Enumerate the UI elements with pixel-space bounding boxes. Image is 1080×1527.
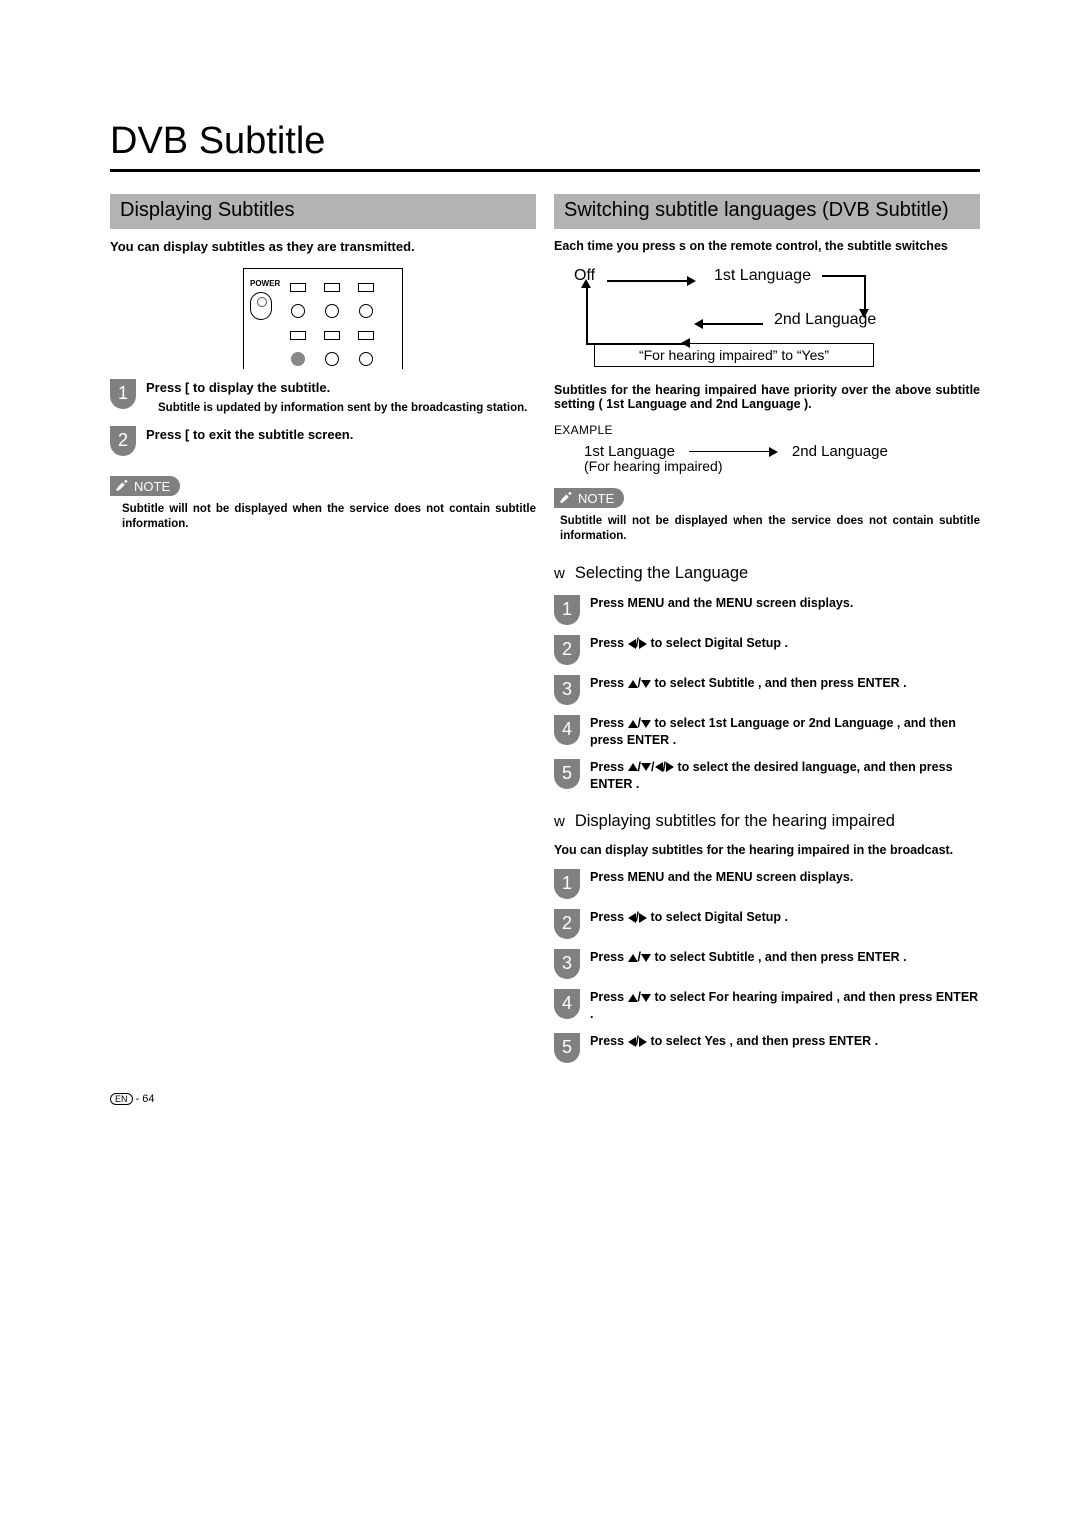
- step-number: 5: [554, 759, 580, 789]
- step-text: Press / to select Subtitle , and then pr…: [590, 676, 907, 690]
- step-b: 4 Press / to select For hearing impaired…: [554, 989, 980, 1023]
- step-a: 5 Press /// to select the desired langua…: [554, 759, 980, 793]
- step-number: 1: [554, 595, 580, 625]
- note-text: Subtitle will not be displayed when the …: [122, 502, 536, 532]
- remote-illustration: POWER: [243, 268, 403, 369]
- step-text: Press / to select Subtitle , and then pr…: [590, 950, 907, 964]
- left-intro: You can display subtitles as they are tr…: [110, 239, 536, 254]
- step-number: 1: [554, 869, 580, 899]
- right-intro: Each time you press s on the remote cont…: [554, 239, 980, 253]
- flow-diagram-2: 1st Language 2nd Language (For hearing i…: [584, 443, 980, 474]
- example-label: EXAMPLE: [554, 423, 980, 437]
- flow-first-lang: 1st Language: [714, 267, 811, 285]
- step-text: Press / to select Digital Setup .: [590, 910, 788, 924]
- step-text: Press MENU and the MENU screen displays.: [590, 870, 853, 884]
- step-a: 2 Press / to select Digital Setup .: [554, 635, 980, 665]
- left-step: 1 Press [ to display the subtitle. Subti…: [110, 379, 536, 416]
- step-number: 3: [554, 949, 580, 979]
- remote-icon: [324, 331, 340, 340]
- step-number: 5: [554, 1033, 580, 1063]
- title-rule: [110, 169, 980, 172]
- flow2-second: 2nd Language: [792, 443, 888, 460]
- step-text: Press / to select Yes , and then press E…: [590, 1034, 878, 1048]
- remote-button-icon: [325, 304, 339, 318]
- step-b: 2 Press / to select Digital Setup .: [554, 909, 980, 939]
- left-section-header: Displaying Subtitles: [110, 194, 536, 229]
- remote-icon: [290, 283, 306, 292]
- note-label: NOTE: [134, 479, 170, 494]
- left-step: 2 Press [ to exit the subtitle screen.: [110, 426, 536, 456]
- step-subtext: Subtitle is updated by information sent …: [158, 401, 536, 417]
- step-text: Press / to select Digital Setup .: [590, 636, 788, 650]
- remote-button-icon: [291, 304, 305, 318]
- step-text: Press / to select For hearing impaired ,…: [590, 990, 978, 1021]
- step-text: Press [ to exit the subtitle screen.: [146, 426, 536, 444]
- step-text: Press [ to display the subtitle.: [146, 379, 536, 397]
- priority-text: Subtitles for the hearing impaired have …: [554, 383, 980, 411]
- flow-diagram-1: Off 1st Language 2nd Language “For heari…: [574, 267, 980, 377]
- step-text: Press / to select 1st Language or 2nd La…: [590, 716, 956, 747]
- arrow-line: [822, 275, 864, 277]
- page-number: 64: [142, 1093, 154, 1105]
- right-section-header: Switching subtitle languages (DVB Subtit…: [554, 194, 980, 229]
- step-number: 2: [554, 909, 580, 939]
- page-footer: EN- 64: [110, 1093, 980, 1105]
- step-number: 3: [554, 675, 580, 705]
- arrow-line: [586, 285, 588, 343]
- power-label: POWER: [250, 279, 280, 288]
- remote-button-icon: [359, 352, 373, 366]
- left-column: Displaying Subtitles You can display sub…: [110, 194, 536, 1073]
- note-icon: [560, 491, 574, 505]
- note-icon: [116, 479, 130, 493]
- step-b: 3 Press / to select Subtitle , and then …: [554, 949, 980, 979]
- step-a: 3 Press / to select Subtitle , and then …: [554, 675, 980, 705]
- step-number: 4: [554, 989, 580, 1019]
- arrow-icon: [689, 447, 778, 457]
- subsection-b-title: wDisplaying subtitles for the hearing im…: [554, 812, 980, 831]
- note-label: NOTE: [578, 491, 614, 506]
- remote-icon: [358, 283, 374, 292]
- lang-badge: EN: [110, 1093, 133, 1105]
- step-a: 1 Press MENU and the MENU screen display…: [554, 595, 980, 625]
- power-button-icon: [250, 292, 272, 320]
- remote-icon: [324, 283, 340, 292]
- step-number: 2: [110, 426, 136, 456]
- subsection-b-intro: You can display subtitles for the hearin…: [554, 843, 980, 857]
- step-b: 5 Press / to select Yes , and then press…: [554, 1033, 980, 1063]
- page-title: DVB Subtitle: [110, 120, 980, 163]
- step-a: 4 Press / to select 1st Language or 2nd …: [554, 715, 980, 749]
- arrow-icon: [581, 279, 591, 288]
- step-b: 1 Press MENU and the MENU screen display…: [554, 869, 980, 899]
- right-column: Switching subtitle languages (DVB Subtit…: [554, 194, 980, 1073]
- step-number: 2: [554, 635, 580, 665]
- subsection-a-title: wSelecting the Language: [554, 564, 980, 583]
- remote-button-icon: [325, 352, 339, 366]
- remote-button-icon: [359, 304, 373, 318]
- note-badge: NOTE: [110, 476, 180, 496]
- step-text: Press /// to select the desired language…: [590, 760, 953, 791]
- flow-box: “For hearing impaired” to “Yes”: [594, 343, 874, 367]
- step-text: Press MENU and the MENU screen displays.: [590, 596, 853, 610]
- remote-icon: [290, 331, 306, 340]
- flow2-first-sub: (For hearing impaired): [584, 458, 980, 474]
- arrow-icon: [607, 276, 696, 286]
- flow-second-lang: 2nd Language: [774, 311, 876, 329]
- note-text: Subtitle will not be displayed when the …: [560, 514, 980, 544]
- step-number: 4: [554, 715, 580, 745]
- remote-button-icon: [291, 352, 305, 366]
- step-number: 1: [110, 379, 136, 409]
- remote-icon: [358, 331, 374, 340]
- arrow-icon: [694, 319, 763, 329]
- note-badge: NOTE: [554, 488, 624, 508]
